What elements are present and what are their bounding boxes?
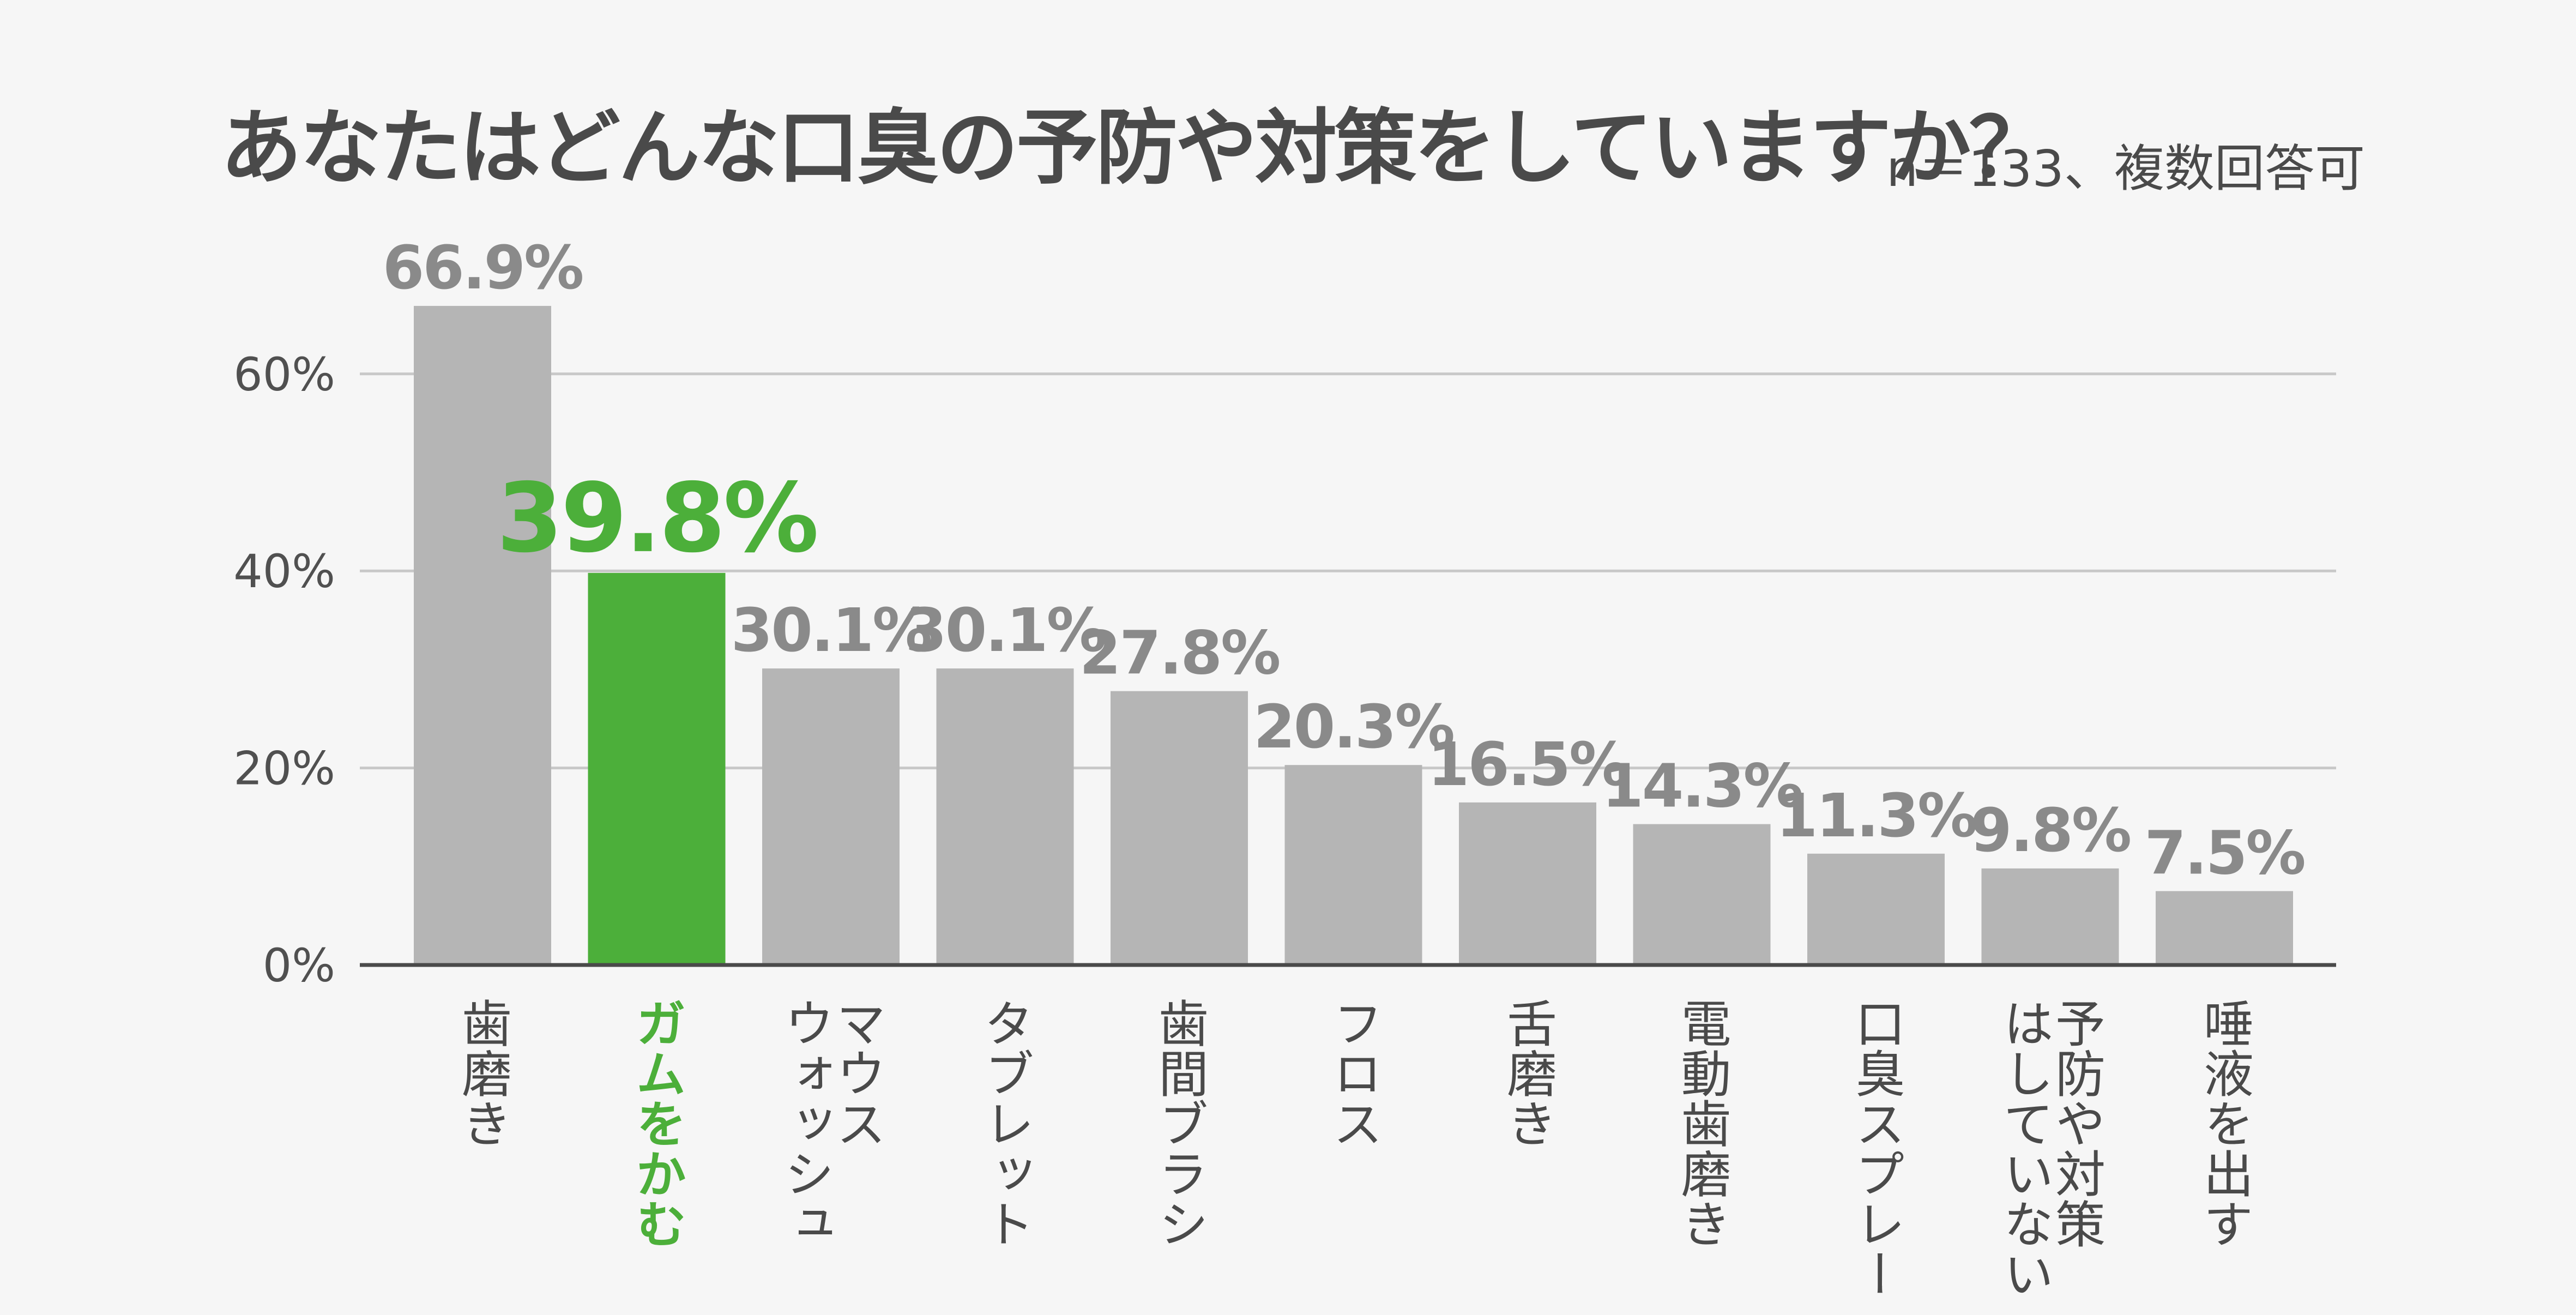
category-label: ガムをかむ: [628, 998, 686, 1248]
value-label: 11.3%: [1776, 781, 1976, 850]
bar: [1459, 802, 1596, 965]
category-label: 唾液を出す: [2195, 998, 2254, 1248]
category-label: 歯磨き: [454, 998, 512, 1148]
value-label: 30.1%: [731, 595, 931, 665]
chart-subtitle: n＝133、複数回答可: [1886, 140, 2365, 198]
category-label: タブレット: [976, 998, 1034, 1248]
bar: [588, 572, 726, 965]
category-label: フロス: [1324, 998, 1383, 1148]
value-label: 9.8%: [1970, 795, 2130, 865]
bar: [414, 306, 551, 966]
bar: [1633, 824, 1771, 965]
y-tick-label: 0%: [263, 939, 335, 992]
bar: [762, 668, 900, 965]
category-label: 予防や対策はしていない: [1995, 998, 2106, 1299]
value-label: 7.5%: [2144, 818, 2304, 888]
bar: [2156, 891, 2293, 965]
bar: [936, 668, 1074, 965]
category-label: 歯間ブラシ: [1150, 998, 1209, 1248]
value-label: 20.3%: [1253, 692, 1453, 762]
category-label: 口臭スプレー: [1847, 998, 1905, 1299]
y-axis-ticks: 0% 20% 40% 60%: [233, 348, 335, 992]
value-label: 66.9%: [383, 233, 583, 303]
bars: [414, 306, 2293, 966]
chart-title: あなたはどんな口臭の予防や対策をしていますか？: [220, 101, 2051, 196]
value-label: 14.3%: [1602, 751, 1802, 821]
category-label: 舌磨き: [1499, 998, 1557, 1148]
value-label: 39.8%: [497, 463, 817, 574]
value-label: 27.8%: [1079, 618, 1280, 688]
y-tick-label: 60%: [233, 348, 335, 401]
value-labels: 66.9%39.8%30.1%30.1%27.8%20.3%16.5%14.3%…: [383, 233, 2306, 888]
bar: [1981, 868, 2119, 965]
value-label: 30.1%: [905, 595, 1105, 665]
bar: [1807, 853, 1945, 965]
bar: [1111, 691, 1248, 965]
bar: [1284, 765, 1422, 965]
y-tick-label: 40%: [233, 545, 335, 598]
category-labels: 歯磨き ガムをかむ マウスウォッシュ タブレット 歯間ブラシ フロス 舌磨き 電動歯磨き 口臭ス…: [454, 998, 2254, 1299]
category-label: 電動歯磨き: [1673, 998, 1731, 1248]
value-label: 16.5%: [1428, 729, 1628, 799]
y-tick-label: 20%: [233, 742, 335, 795]
category-label: マウスウォッシュ: [776, 998, 886, 1248]
